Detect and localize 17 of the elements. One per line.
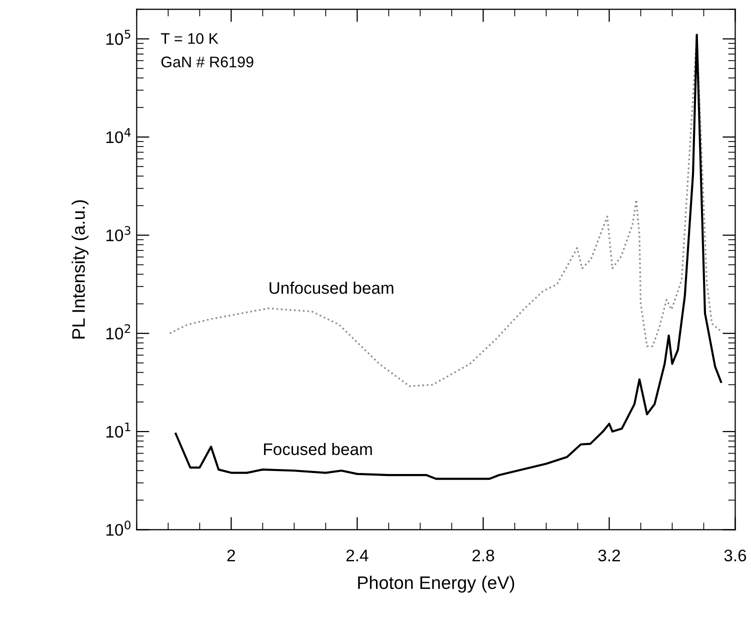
- y-tick-label: 10$^{2}$: [106, 324, 130, 340]
- x-tick-label: 3.6: [724, 550, 746, 562]
- series-label: Unfocused beam: [270, 282, 394, 294]
- y-tick-label: 10$^{5}$: [106, 30, 130, 45]
- x-tick-label: 2.8: [472, 550, 494, 562]
- y-tick-label: 10$^{3}$: [106, 226, 130, 242]
- y-axis-title: PL Intensity (a.u.): [72, 200, 88, 338]
- x-tick-label: 2: [227, 550, 235, 562]
- x-tick-label: 2.4: [346, 550, 368, 562]
- x-axis-title: Photon Energy (eV): [358, 576, 514, 593]
- y-tick-label: 10$^{0}$: [106, 520, 130, 536]
- annotation: T = 10 K: [160, 33, 218, 44]
- x-tick-label: 3.2: [598, 550, 620, 562]
- series-label: Focused beam: [264, 442, 372, 456]
- y-tick-label: 10$^{1}$: [106, 422, 130, 438]
- annotation: GaN # R6199: [161, 56, 254, 68]
- y-tick-label: 10$^{4}$: [106, 128, 131, 144]
